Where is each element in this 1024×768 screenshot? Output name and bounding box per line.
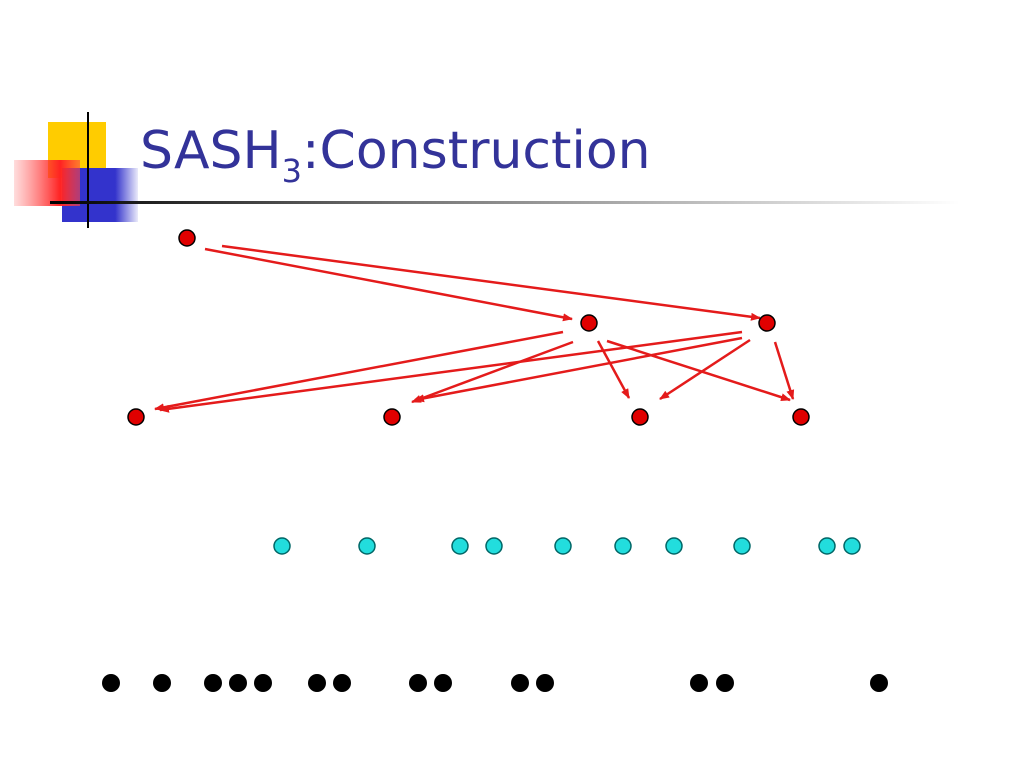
node	[485, 537, 503, 555]
node	[273, 537, 291, 555]
node	[511, 674, 529, 692]
node	[665, 537, 683, 555]
node	[358, 537, 376, 555]
node	[536, 674, 554, 692]
node	[409, 674, 427, 692]
node	[102, 674, 120, 692]
node	[254, 674, 272, 692]
node	[204, 674, 222, 692]
title-rest: :Construction	[302, 121, 651, 181]
node	[733, 537, 751, 555]
node	[308, 674, 326, 692]
node	[614, 537, 632, 555]
arrow	[414, 336, 743, 403]
node	[758, 314, 776, 332]
arrow	[411, 340, 574, 404]
node	[580, 314, 598, 332]
arrow	[154, 330, 564, 412]
node	[716, 674, 734, 692]
arrow	[221, 244, 761, 321]
arrows	[154, 244, 795, 413]
node	[229, 674, 247, 692]
red-square	[14, 160, 80, 206]
slide-title: SASH3:Construction	[140, 121, 651, 190]
node	[818, 537, 836, 555]
node	[870, 674, 888, 692]
node	[792, 408, 810, 426]
arrow	[204, 247, 573, 322]
node	[451, 537, 469, 555]
node	[127, 408, 145, 426]
title-main: SASH	[140, 121, 282, 181]
arrow	[659, 338, 751, 401]
horizontal-rule	[50, 201, 960, 204]
arrow	[606, 339, 791, 402]
node	[843, 537, 861, 555]
node	[383, 408, 401, 426]
node	[178, 229, 196, 247]
black-nodes	[102, 674, 888, 692]
logo-decoration	[14, 112, 960, 228]
title-subscript: 3	[282, 152, 302, 190]
cyan-nodes	[273, 537, 861, 555]
arrow	[773, 341, 795, 400]
node	[434, 674, 452, 692]
arrow	[159, 330, 743, 413]
red-nodes	[127, 229, 810, 426]
node	[554, 537, 572, 555]
node	[631, 408, 649, 426]
node	[153, 674, 171, 692]
node	[690, 674, 708, 692]
node	[333, 674, 351, 692]
